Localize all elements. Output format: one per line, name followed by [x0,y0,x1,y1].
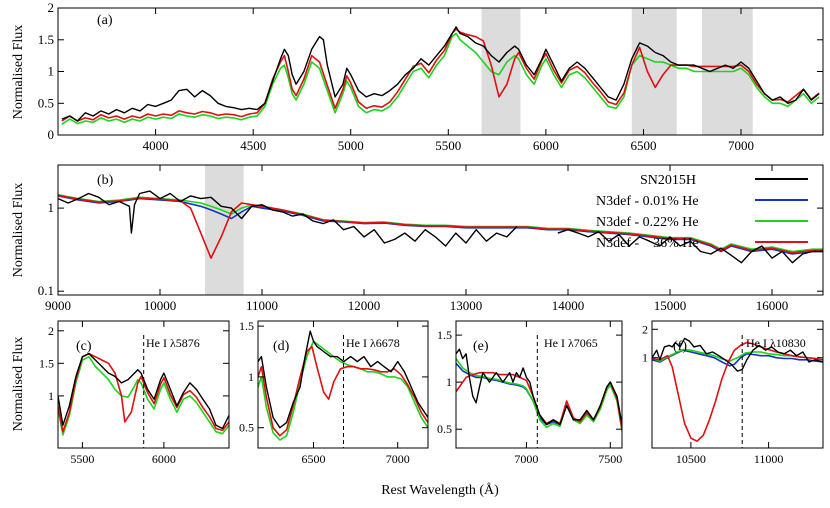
y-axis-title-a: Normalised Flux [11,25,26,120]
panel-f: 10500 11000 1 2 (f) He I λ10830 [642,320,824,466]
legend: SN2015H N3def - 0.01% He N3def - 0.22% H… [596,173,808,251]
shaded-band-a-2 [631,8,677,135]
x-tick-label-a: 6000 [533,138,559,153]
y-tick-label-c: 2 [48,324,54,338]
panel-e: 7000 7500 0.5 1 1.5 (e) He I λ7065 [437,320,623,466]
spectrum-sn2015h-b [58,190,518,247]
y-tick-label-a: 2 [48,0,55,15]
y-tick-label-e: 1.5 [437,328,452,342]
x-tick-label-b: 16000 [756,298,789,313]
x-tick-label-e: 7500 [598,452,622,466]
spectrum-sn2015h-f [652,337,823,372]
y-tick-label-a: 1 [48,64,55,79]
legend-label-he36: N3def - 36% He [596,236,699,251]
legend-label-sn2015h: SN2015H [640,173,696,188]
y-tick-label-f: 1 [642,351,648,365]
panel-f-label: (f) [673,339,687,354]
y-tick-label-e: 1 [446,375,452,389]
x-tick-label-c: 5500 [70,452,94,466]
x-tick-label-b: 14000 [552,298,585,313]
panel-e-annotation: He I λ7065 [544,336,598,350]
spectrum-he022-a [61,32,820,125]
x-tick-label-b: 10000 [144,298,177,313]
spectrum-he36-d [258,345,428,437]
y-tick-label-d: 0.5 [239,421,254,435]
x-tick-label-a: 4000 [143,138,169,153]
panel-d: 6500 7000 0.5 1 1.5 (d) He I λ6678 [239,319,429,466]
x-tick-label-a: 7000 [728,138,754,153]
x-tick-label-d: 6500 [302,452,326,466]
legend-label-he001: N3def - 0.01% He [596,194,699,209]
x-tick-label-c: 6000 [152,452,176,466]
y-tick-label-a: 0 [48,127,55,142]
panel-c-label: (c) [76,339,92,354]
spectrum-he36-b [58,194,823,259]
y-tick-label-a: 1.5 [38,32,54,47]
x-tick-label-b: 12000 [348,298,381,313]
spectrum-sn2015h-d [258,330,428,429]
x-tick-label-f: 11000 [754,452,784,466]
y-tick-label-b: 0.1 [38,283,54,298]
y-tick-label-c: 1.5 [39,356,54,370]
x-tick-label-b: 13000 [450,298,483,313]
x-tick-label-a: 6500 [631,138,657,153]
spectrum-he022-e [456,358,622,432]
y-axis-title-b: Normalised Flux [11,183,26,278]
spectrum-sn2015h-e [456,348,622,426]
spectrum-he36-f [652,341,823,442]
x-tick-label-b: 9000 [45,298,71,313]
x-tick-label-e: 7000 [514,452,538,466]
spectrum-he022-d [258,340,428,441]
spectrum-sn2015h-a [61,26,820,122]
y-axis-title-c: Normalised Flux [11,337,26,432]
panel-a: 4000 4500 5000 5500 6000 6500 7000 0 0.5 1 1.5 2 (a… [38,0,824,153]
x-tick-label-a: 5500 [435,138,461,153]
y-tick-label-c: 1 [48,389,54,403]
x-tick-label-a: 4500 [240,138,266,153]
x-tick-label-a: 5000 [338,138,364,153]
x-tick-label-b: 11000 [246,298,278,313]
y-tick-label-f: 2 [642,322,648,336]
spectrum-he022-c [58,356,229,436]
y-tick-label-a: 0.5 [38,95,54,110]
y-tick-label-d: 1 [248,370,254,384]
panel-c: 5500 6000 1 1.5 2 (c) He I λ5876 [39,320,230,466]
x-axis-title: Rest Wavelength (Å) [381,482,499,498]
y-tick-label-e: 0.5 [437,422,452,436]
panel-d-annotation: He I λ6678 [346,336,400,350]
x-tick-label-f: 10500 [676,452,706,466]
panel-f-annotation: He I λ10830 [746,336,806,350]
spectrum-sn2015h-c [58,352,229,430]
x-tick-label-b: 15000 [654,298,687,313]
x-tick-label-d: 7000 [386,452,410,466]
y-tick-label-b: 1 [48,200,55,215]
panel-b: 9000 10000 11000 12000 13000 14000 15000 16000 0… [38,164,824,313]
panel-d-label: (d) [273,339,290,354]
panel-e-label: (e) [473,339,489,354]
y-tick-label-d: 1.5 [239,319,254,333]
panel-a-label: (a) [97,13,113,28]
panel-c-annotation: He I λ5876 [146,336,200,350]
spectrum-sn2015h-b-2 [557,229,823,264]
legend-label-he022: N3def - 0.22% He [596,215,699,230]
panel-b-label: (b) [97,173,114,188]
